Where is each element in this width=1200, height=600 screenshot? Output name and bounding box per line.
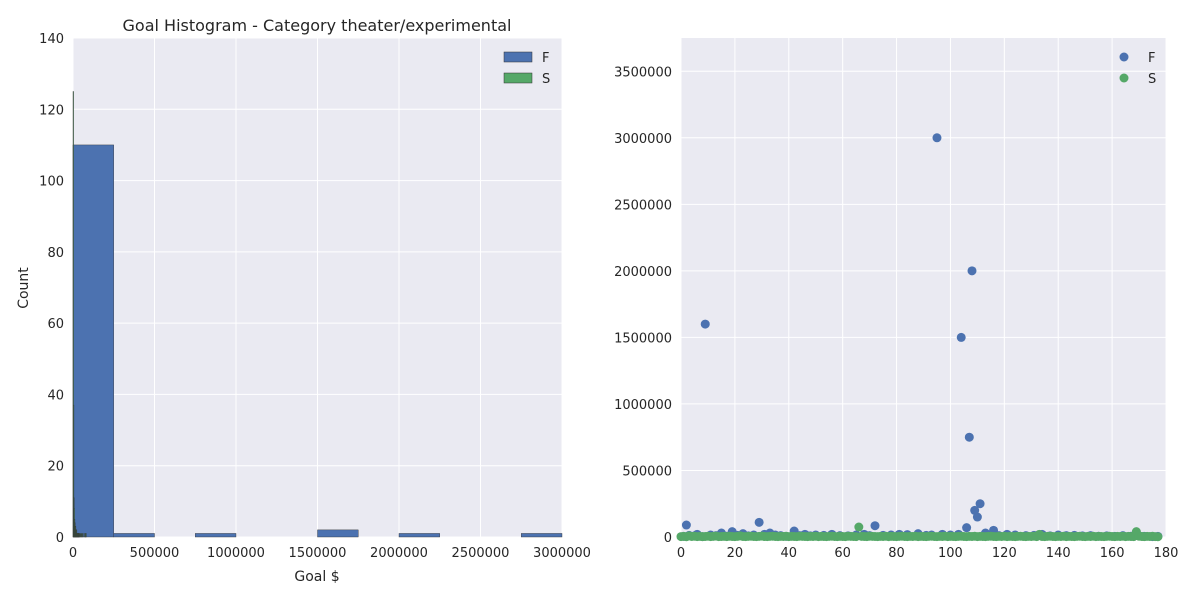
y-tick-label: 40 — [47, 388, 64, 403]
scatter-point-F — [870, 521, 880, 531]
histogram-bar-S — [85, 533, 87, 538]
legend-label-F: F — [1148, 51, 1155, 66]
histogram-y-axis-label: Count — [16, 267, 32, 309]
y-tick-label: 2500000 — [614, 198, 672, 213]
histogram-bar-F — [72, 144, 114, 538]
x-tick-label: 80 — [888, 546, 905, 561]
histogram-y-tick-labels: 0 20 40 60 80 100 120 140 — [39, 32, 64, 546]
y-tick-label: 1500000 — [614, 331, 672, 346]
histogram-bar-F — [398, 533, 440, 538]
y-tick-label: 2000000 — [614, 265, 672, 280]
y-tick-label: 0 — [664, 531, 672, 546]
histogram-x-tick-labels: 0 500000 1000000 1500000 2000000 2500000 30000… — [69, 546, 591, 561]
y-tick-label: 80 — [47, 246, 64, 261]
histogram-bar-S — [79, 533, 81, 538]
histogram-bar-F — [113, 533, 155, 538]
scatter-point-F — [975, 499, 985, 509]
x-tick-label: 20 — [727, 546, 744, 561]
histogram-bar-S — [78, 533, 80, 538]
scatter-point-F — [681, 520, 691, 530]
scatter-point-F — [956, 332, 966, 342]
scatter-point-F — [967, 266, 977, 276]
legend-swatch-F — [503, 51, 533, 63]
x-tick-label: 60 — [834, 546, 851, 561]
legend-label-S: S — [542, 72, 550, 87]
y-tick-label: 60 — [47, 317, 64, 332]
legend-swatch-S — [503, 72, 533, 84]
y-tick-label: 3000000 — [614, 132, 672, 147]
histogram-x-axis-label: Goal $ — [294, 569, 339, 585]
scatter-y-tick-labels: 0 500000 1000000 1500000 2000000 2500000 30000… — [614, 65, 672, 546]
y-tick-label: 120 — [39, 103, 64, 118]
y-tick-label: 3500000 — [614, 65, 672, 80]
scatter-point-F — [754, 517, 764, 527]
scatter-points — [676, 133, 1163, 542]
x-tick-label: 180 — [1154, 546, 1179, 561]
histogram-bars — [72, 91, 563, 538]
scatter-point-F — [972, 512, 982, 522]
histogram-bar-S — [83, 533, 85, 538]
scatter-point-F — [932, 133, 942, 143]
histogram-bar-S — [80, 533, 82, 538]
y-tick-label: 0 — [56, 531, 64, 546]
scatter-plot-area — [681, 38, 1166, 537]
x-tick-label: 140 — [1046, 546, 1071, 561]
x-tick-label: 100 — [938, 546, 963, 561]
scatter-point-F — [700, 319, 710, 329]
scatter-point-S — [854, 522, 864, 532]
scatter-point-F — [964, 432, 974, 442]
x-tick-label: 120 — [992, 546, 1017, 561]
scatter-point-S — [1153, 532, 1163, 542]
histogram-title: Goal Histogram - Category theater/experi… — [123, 16, 512, 35]
x-tick-label: 500000 — [130, 546, 180, 561]
histogram-bar-F — [521, 533, 563, 538]
y-tick-label: 100 — [39, 175, 64, 190]
legend-label-F: F — [542, 51, 549, 66]
legend-marker-S — [1119, 73, 1129, 83]
y-tick-label: 20 — [47, 460, 64, 475]
x-tick-label: 3000000 — [533, 546, 591, 561]
histogram-bar-S — [81, 533, 83, 538]
x-tick-label: 1500000 — [289, 546, 347, 561]
legend-marker-F — [1119, 52, 1129, 62]
histogram-legend: FS — [503, 51, 550, 87]
y-tick-label: 1000000 — [614, 398, 672, 413]
x-tick-label: 2500000 — [452, 546, 510, 561]
x-tick-label: 0 — [69, 546, 77, 561]
x-tick-label: 40 — [781, 546, 798, 561]
scatter-chart: 0 20 40 60 80 100 120 140 160 180 0 500000 1000000 1… — [614, 38, 1178, 561]
scatter-legend: FS — [1119, 51, 1156, 87]
y-tick-label: 500000 — [622, 464, 672, 479]
y-tick-label: 140 — [39, 32, 64, 47]
x-tick-label: 0 — [677, 546, 685, 561]
histogram-bar-F — [195, 533, 237, 538]
legend-label-S: S — [1148, 72, 1156, 87]
histogram-bar-F — [317, 529, 359, 538]
histogram-chart: 0 500000 1000000 1500000 2000000 2500000 30000… — [16, 16, 591, 585]
x-tick-label: 1000000 — [207, 546, 265, 561]
scatter-x-tick-labels: 0 20 40 60 80 100 120 140 160 180 — [677, 546, 1179, 561]
x-tick-label: 160 — [1100, 546, 1125, 561]
x-tick-label: 2000000 — [370, 546, 428, 561]
scatter-point-F — [962, 523, 972, 533]
